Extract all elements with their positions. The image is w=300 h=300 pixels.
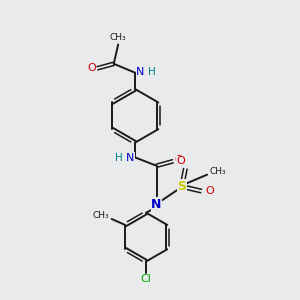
- Text: Cl: Cl: [141, 274, 152, 284]
- Text: O: O: [87, 63, 96, 73]
- Text: CH₃: CH₃: [110, 33, 127, 42]
- Text: N: N: [136, 67, 145, 77]
- Text: O: O: [176, 156, 185, 166]
- Text: N: N: [152, 198, 162, 211]
- Text: H: H: [148, 67, 155, 77]
- Text: N: N: [126, 153, 134, 163]
- Text: CH₃: CH₃: [209, 167, 226, 176]
- Text: H: H: [115, 153, 123, 163]
- Text: S: S: [177, 180, 186, 193]
- Text: CH₃: CH₃: [93, 212, 110, 220]
- Text: O: O: [205, 186, 214, 196]
- Text: O: O: [175, 155, 183, 165]
